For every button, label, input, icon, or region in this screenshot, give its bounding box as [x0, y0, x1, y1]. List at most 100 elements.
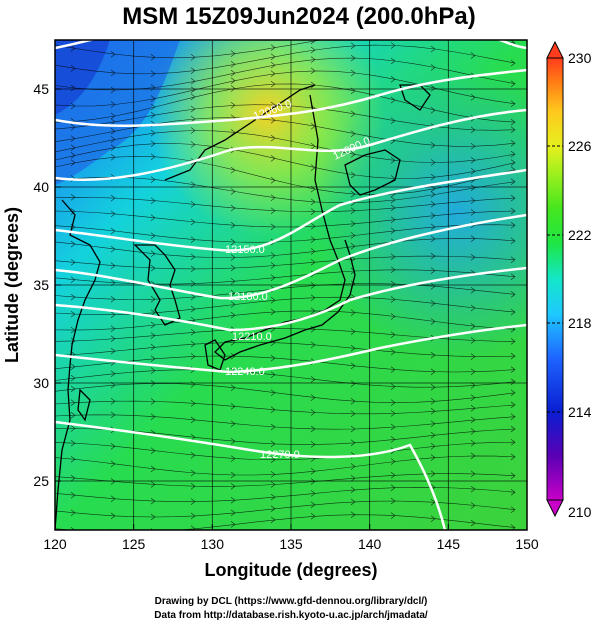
wind-arrow [310, 490, 316, 497]
wind-arrow [70, 310, 76, 318]
wind-arrow [110, 112, 116, 120]
wind-arrow [510, 366, 516, 373]
wind-arrow [190, 67, 196, 74]
wind-arrow [270, 354, 276, 362]
wind-arrow [470, 253, 476, 261]
wind-arrow [470, 337, 476, 344]
wind-arrow [150, 264, 156, 272]
wind-arrow [350, 425, 356, 433]
wind-arrow [230, 188, 236, 195]
wind-arrow [230, 166, 236, 174]
wind-arrow [270, 389, 276, 396]
wind-arrow [430, 159, 436, 166]
wind-arrow [470, 93, 476, 101]
wind-arrow [470, 502, 476, 509]
contour-label: 12180.0 [228, 291, 268, 303]
contour-line [55, 108, 527, 181]
contour-line [55, 68, 527, 128]
wind-arrow [390, 497, 396, 505]
wind-arrow [270, 339, 276, 346]
contour-line [55, 213, 527, 300]
wind-arrow [430, 408, 436, 415]
colorbar-label: 214 [568, 404, 592, 420]
x-tick-label: 130 [201, 536, 225, 552]
wind-arrow [310, 208, 316, 215]
contour-line [55, 266, 527, 332]
wind-arrow [510, 308, 516, 316]
wind-arrow [470, 52, 476, 59]
wind-arrow [110, 295, 116, 303]
wind-arrow [390, 42, 396, 49]
wind-arrow [270, 440, 276, 448]
wind-arrow [510, 472, 516, 480]
wind-arrow [470, 404, 476, 412]
wind-arrow [270, 516, 276, 524]
wind-arrow [510, 291, 516, 298]
wind-arrow [230, 312, 236, 319]
wind-arrow [390, 472, 396, 479]
x-tick-label: 145 [437, 536, 461, 552]
wind-arrow [350, 232, 356, 239]
wind-arrow [150, 321, 156, 329]
wind-arrow [510, 352, 516, 360]
wind-arrow [390, 313, 396, 320]
wind-arrow [350, 130, 356, 137]
wind-arrow [270, 371, 276, 379]
wind-arrow [110, 245, 116, 253]
wind-arrow [310, 270, 316, 278]
wind-arrow [310, 513, 316, 520]
drawing-credit: Drawing by DCL (https://www.gfd-dennou.o… [155, 596, 428, 607]
wind-arrow [350, 110, 356, 118]
wind-arrow [230, 455, 236, 462]
wind-arrow [430, 235, 436, 243]
wind-arrow [190, 353, 196, 360]
wind-arrow [310, 282, 316, 289]
wind-arrow [150, 197, 156, 204]
wind-arrow [190, 115, 196, 123]
wind-arrow [470, 184, 476, 192]
wind-arrow [350, 463, 356, 470]
wind-arrow [390, 410, 396, 417]
wind-arrow [70, 293, 76, 301]
wind-arrow [70, 259, 76, 266]
wind-arrow [190, 469, 196, 477]
wind-arrow [230, 69, 236, 77]
wind-arrow [190, 93, 196, 101]
wind-arrow [390, 204, 396, 212]
wind-arrow [310, 67, 316, 75]
wind-arrow [350, 498, 356, 506]
wind-arrow [230, 254, 236, 261]
wind-arrow [510, 207, 516, 215]
wind-arrow [190, 280, 196, 287]
wind-arrow [230, 238, 236, 246]
wind-arrow [350, 439, 356, 447]
wind-arrow [110, 311, 116, 318]
wind-arrow [310, 46, 316, 54]
wind-arrow [310, 198, 316, 206]
wind-arrow [510, 425, 516, 433]
wind-arrow [230, 521, 236, 528]
wind-arrow [110, 460, 116, 468]
taiwan [77, 388, 91, 422]
china-coast [55, 199, 101, 530]
wind-arrow [510, 273, 516, 281]
wind-arrow [350, 151, 356, 158]
wind-arrow [110, 495, 116, 503]
contour-line [55, 323, 527, 374]
wind-arrow [70, 124, 76, 131]
wind-arrow [190, 53, 196, 61]
wind-arrow [270, 134, 276, 142]
wind-arrow [310, 425, 316, 433]
wind-arrow [70, 425, 76, 432]
wind-arrow [110, 325, 116, 332]
wind-arrow [270, 423, 276, 431]
wind-arrow [270, 505, 276, 513]
wind-arrow [230, 85, 236, 92]
wind-arrow [510, 438, 516, 446]
x-tick-label: 140 [358, 536, 382, 552]
contour-label: 12210.0 [232, 331, 272, 343]
height-contours [55, 40, 527, 530]
wind-arrow [470, 439, 476, 447]
wind-arrow [190, 482, 196, 490]
